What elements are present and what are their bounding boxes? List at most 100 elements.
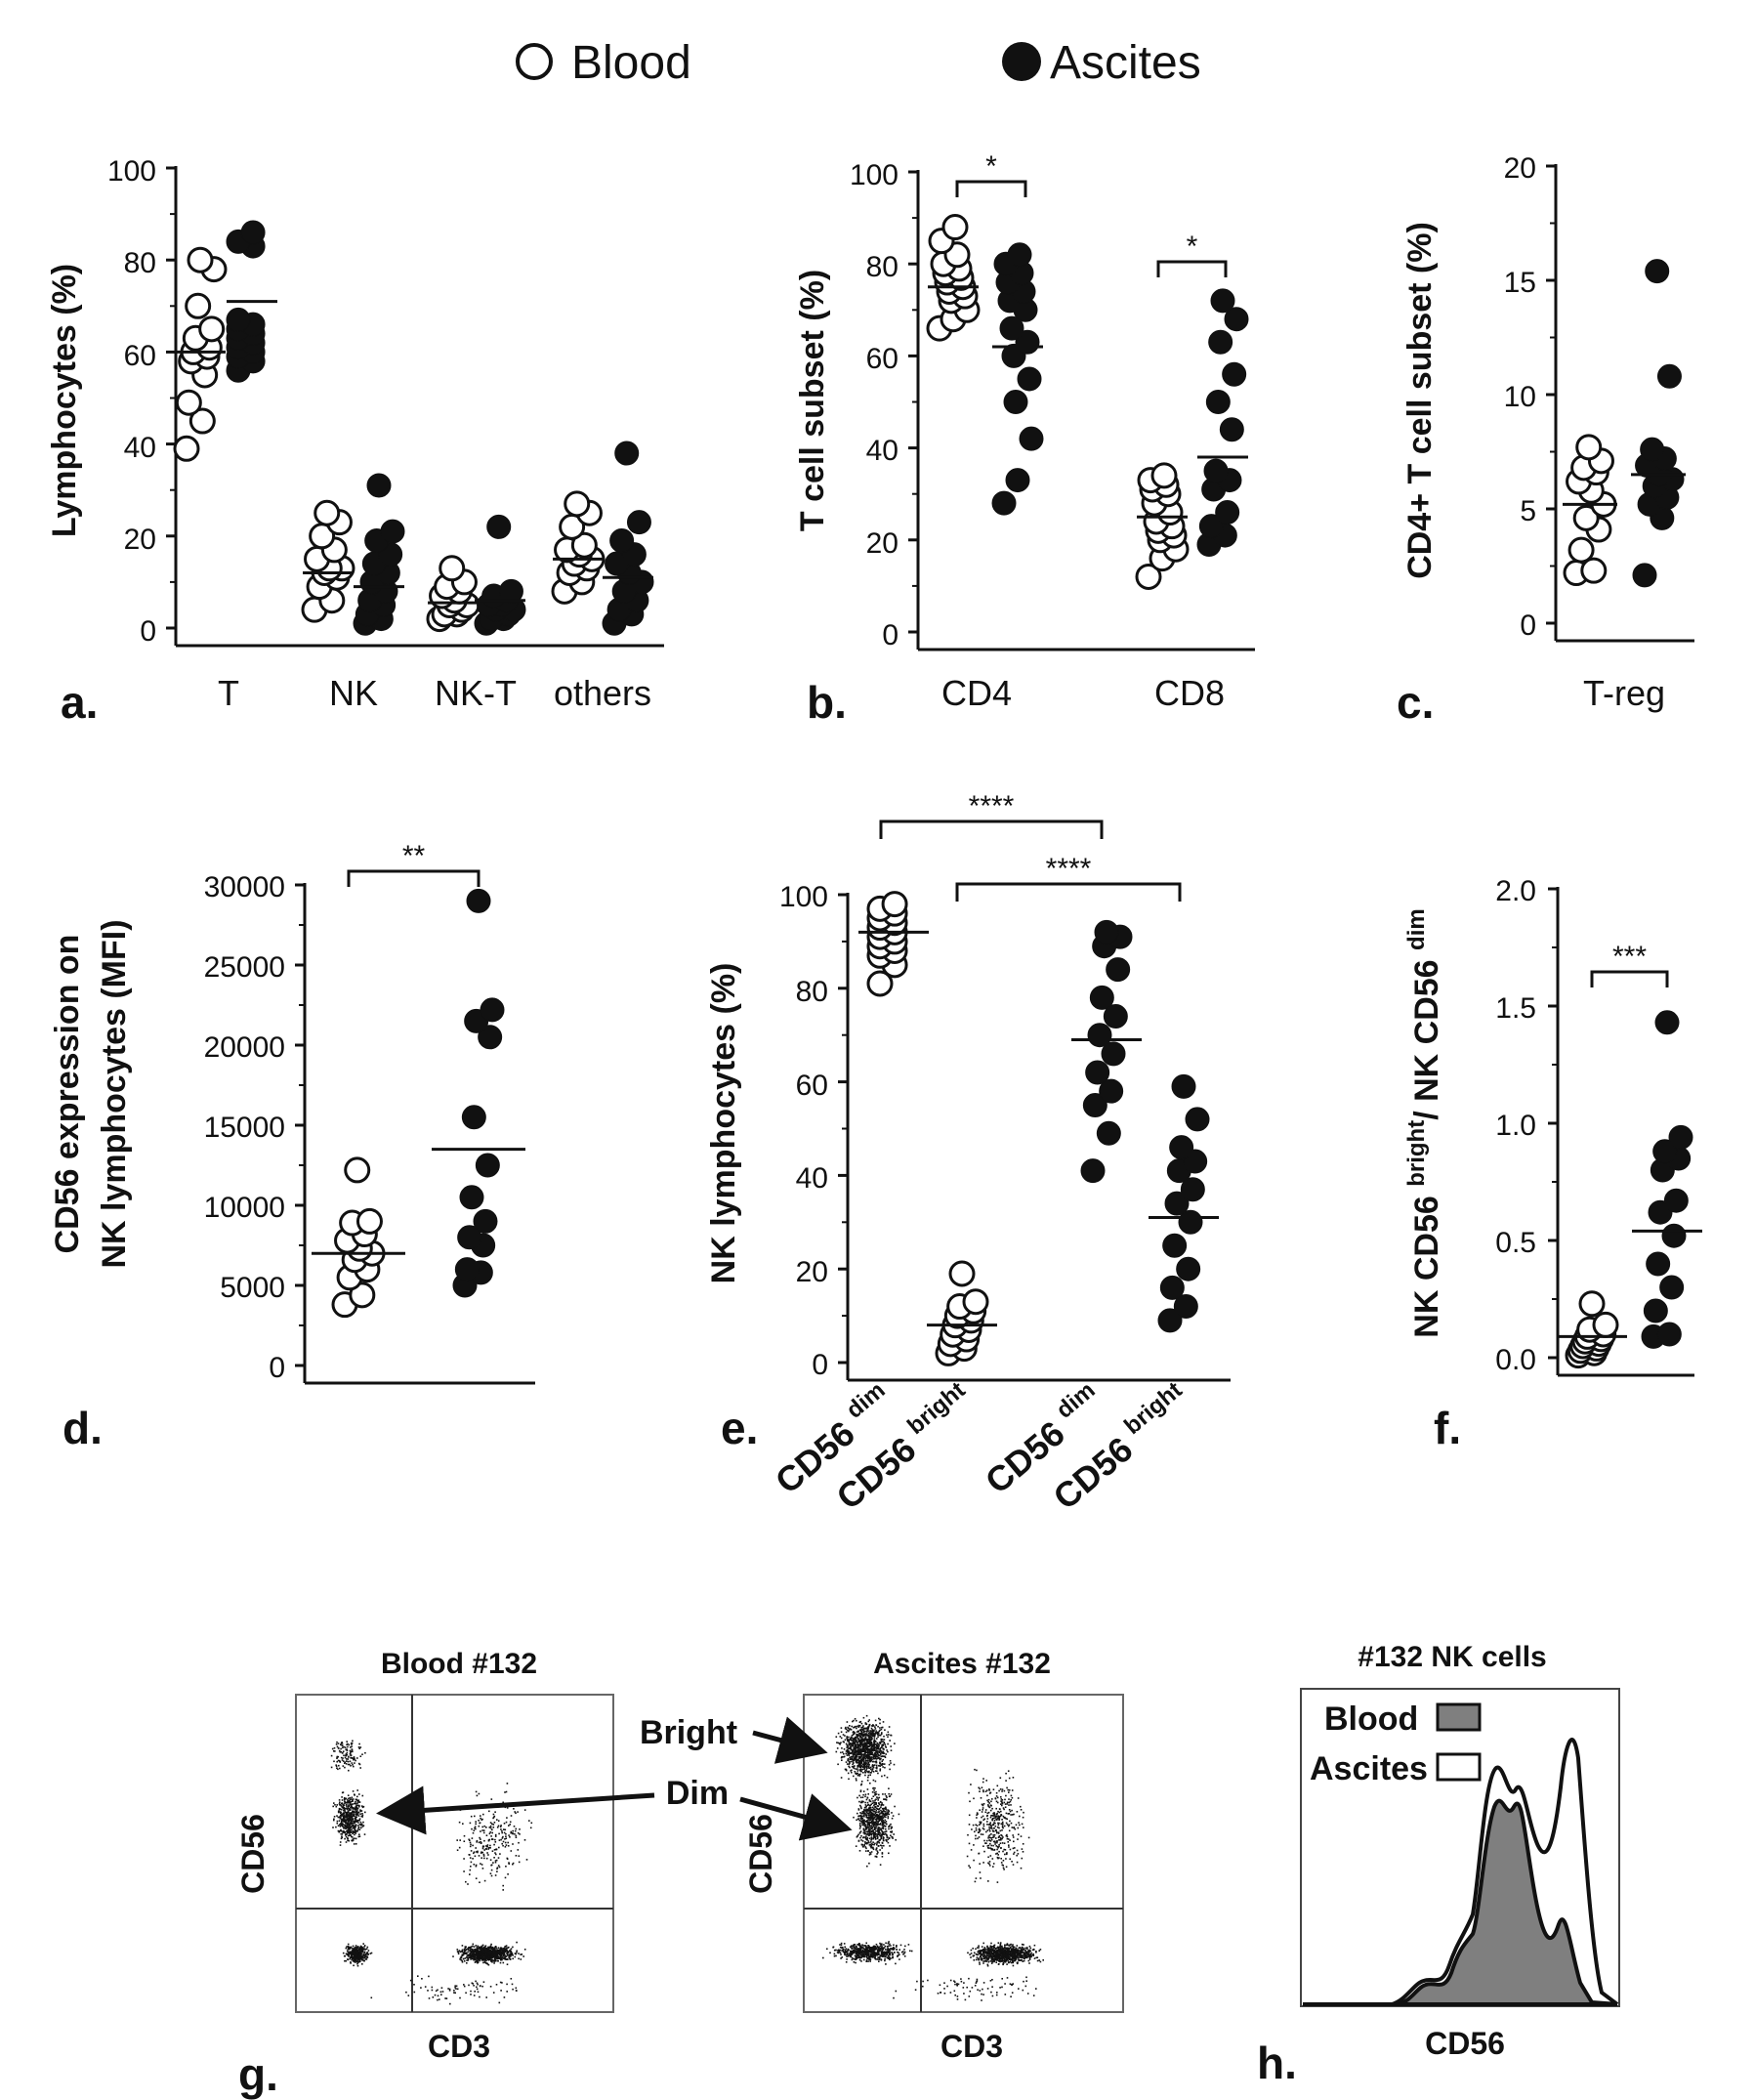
flow-blood-event xyxy=(341,1833,344,1835)
flow-ascites-event xyxy=(891,1827,894,1828)
flow-ascites-event xyxy=(859,1948,862,1951)
flow-ascites-event xyxy=(864,1953,867,1954)
flow-ascites-event xyxy=(875,1793,878,1795)
flow-blood-event xyxy=(476,1949,478,1952)
flow-ascites-event xyxy=(874,1955,877,1957)
flow-ascites-event xyxy=(847,1758,850,1760)
flow-ascites-event xyxy=(857,1765,858,1768)
flow-blood-event xyxy=(495,1984,498,1986)
flow-blood-event xyxy=(514,1955,517,1958)
flow-ascites-event xyxy=(882,1819,884,1822)
flow-blood-event xyxy=(504,1791,506,1793)
flow-blood-event xyxy=(344,1801,347,1804)
flow-ascites-event xyxy=(845,1952,847,1954)
flow-blood-event xyxy=(356,1959,359,1961)
flow-blood-event xyxy=(495,1948,498,1950)
flow-blood-event xyxy=(353,1827,355,1829)
flow-ascites-event xyxy=(863,1819,865,1822)
flow-ascites-event xyxy=(857,1949,859,1952)
flow-blood-events xyxy=(330,1740,533,2005)
flow-blood-event xyxy=(459,1958,461,1960)
flow-blood-event xyxy=(341,1743,344,1744)
flow-ascites-event xyxy=(885,1809,888,1811)
flow-ascites-event xyxy=(881,1817,883,1820)
flow-blood-event xyxy=(348,1826,350,1828)
flow-ascites-event xyxy=(875,1953,877,1955)
flow-ascites-events xyxy=(822,1714,1044,2001)
flow-blood-event xyxy=(347,1839,349,1842)
flow-blood-event xyxy=(479,1952,481,1953)
flow-ascites-event xyxy=(874,1836,876,1838)
flow-blood-event xyxy=(467,1953,470,1956)
flow-blood-event xyxy=(481,1851,483,1854)
flow-blood-event xyxy=(491,1838,493,1840)
flow-ascites-event xyxy=(865,1847,867,1850)
flow-ascites-event xyxy=(877,1805,880,1807)
flow-ascites-event xyxy=(869,1742,872,1744)
flow-ascites-event xyxy=(887,1841,890,1844)
flow-ascites-event xyxy=(875,1856,878,1858)
flow-ascites-event xyxy=(889,1950,891,1953)
flow-blood-event xyxy=(364,1811,366,1814)
panel-a-ytick-0: 0 xyxy=(140,615,156,648)
flow-ascites-event xyxy=(862,1958,865,1961)
flow-blood-event xyxy=(339,1767,341,1770)
flow-ascites-event xyxy=(845,1948,848,1950)
flow-blood-event xyxy=(517,1849,520,1851)
flow-blood-event xyxy=(360,1951,362,1953)
flow-blood-event xyxy=(492,1952,494,1954)
flow-ascites-event xyxy=(883,1735,885,1738)
flow-ascites-event xyxy=(863,1744,865,1747)
flow-blood-event xyxy=(492,1862,494,1864)
flow-blood-event xyxy=(336,1815,338,1817)
flow-blood-event xyxy=(351,1947,353,1950)
flow-blood-event xyxy=(470,1861,473,1864)
flow-ascites-event xyxy=(866,1812,869,1814)
flow-blood-event xyxy=(500,1958,502,1961)
flow-blood-event xyxy=(506,1957,508,1960)
flow-ascites-event xyxy=(832,1946,834,1949)
flow-blood-event xyxy=(347,1943,350,1946)
flow-ascites-event xyxy=(875,1814,878,1816)
panel-f-ytick-2-0: 2.0 xyxy=(1495,875,1536,907)
flow-blood-event xyxy=(356,1801,359,1803)
flow-ascites-event xyxy=(879,1769,881,1772)
flow-ascites-event xyxy=(854,1740,856,1742)
flow-ascites-event xyxy=(874,1842,876,1845)
flow-blood-event xyxy=(509,1958,512,1960)
flow-blood-event xyxy=(354,1762,355,1764)
flow-ascites-event xyxy=(853,1961,856,1963)
flow-ascites-event xyxy=(876,1752,879,1755)
flow-ascites-event xyxy=(859,1947,861,1949)
flow-blood-event xyxy=(472,1983,474,1985)
panel-c-letter: c. xyxy=(1397,677,1434,728)
flow-blood-event xyxy=(496,1959,499,1962)
flow-blood-event xyxy=(364,1949,367,1951)
flow-blood-event xyxy=(474,1855,477,1858)
flow-ascites-event xyxy=(857,1745,859,1747)
flow-blood-event xyxy=(481,1949,483,1951)
flow-blood-event xyxy=(474,1958,477,1960)
flow-ascites-event xyxy=(859,1789,862,1791)
flow-blood-event xyxy=(465,1949,467,1951)
flow-blood-event xyxy=(362,1825,365,1827)
flow-ascites-event xyxy=(871,1735,873,1738)
flow-ascites-event xyxy=(864,1827,867,1829)
flow-ascites-event xyxy=(848,1729,851,1731)
flow-ascites-event xyxy=(853,1747,856,1750)
flow-ascites-event xyxy=(875,1830,877,1832)
flow-blood-event xyxy=(355,1950,356,1952)
flow-ascites-event xyxy=(872,1825,875,1827)
flow-blood-event xyxy=(474,1991,476,1993)
flow-ascites-event xyxy=(848,1743,850,1746)
flow-ascites-event xyxy=(885,1806,887,1809)
flow-blood-event xyxy=(491,1955,494,1958)
flow-ascites-event xyxy=(864,1755,866,1757)
flow-blood-event xyxy=(472,1831,475,1834)
flow-blood-event xyxy=(485,1947,487,1950)
flow-ascites-event xyxy=(846,1955,848,1957)
flow-blood-event xyxy=(360,1810,363,1812)
flow-blood-event xyxy=(342,1826,344,1827)
flow-blood-event xyxy=(494,1950,496,1953)
flow-ascites-event xyxy=(866,1823,869,1825)
